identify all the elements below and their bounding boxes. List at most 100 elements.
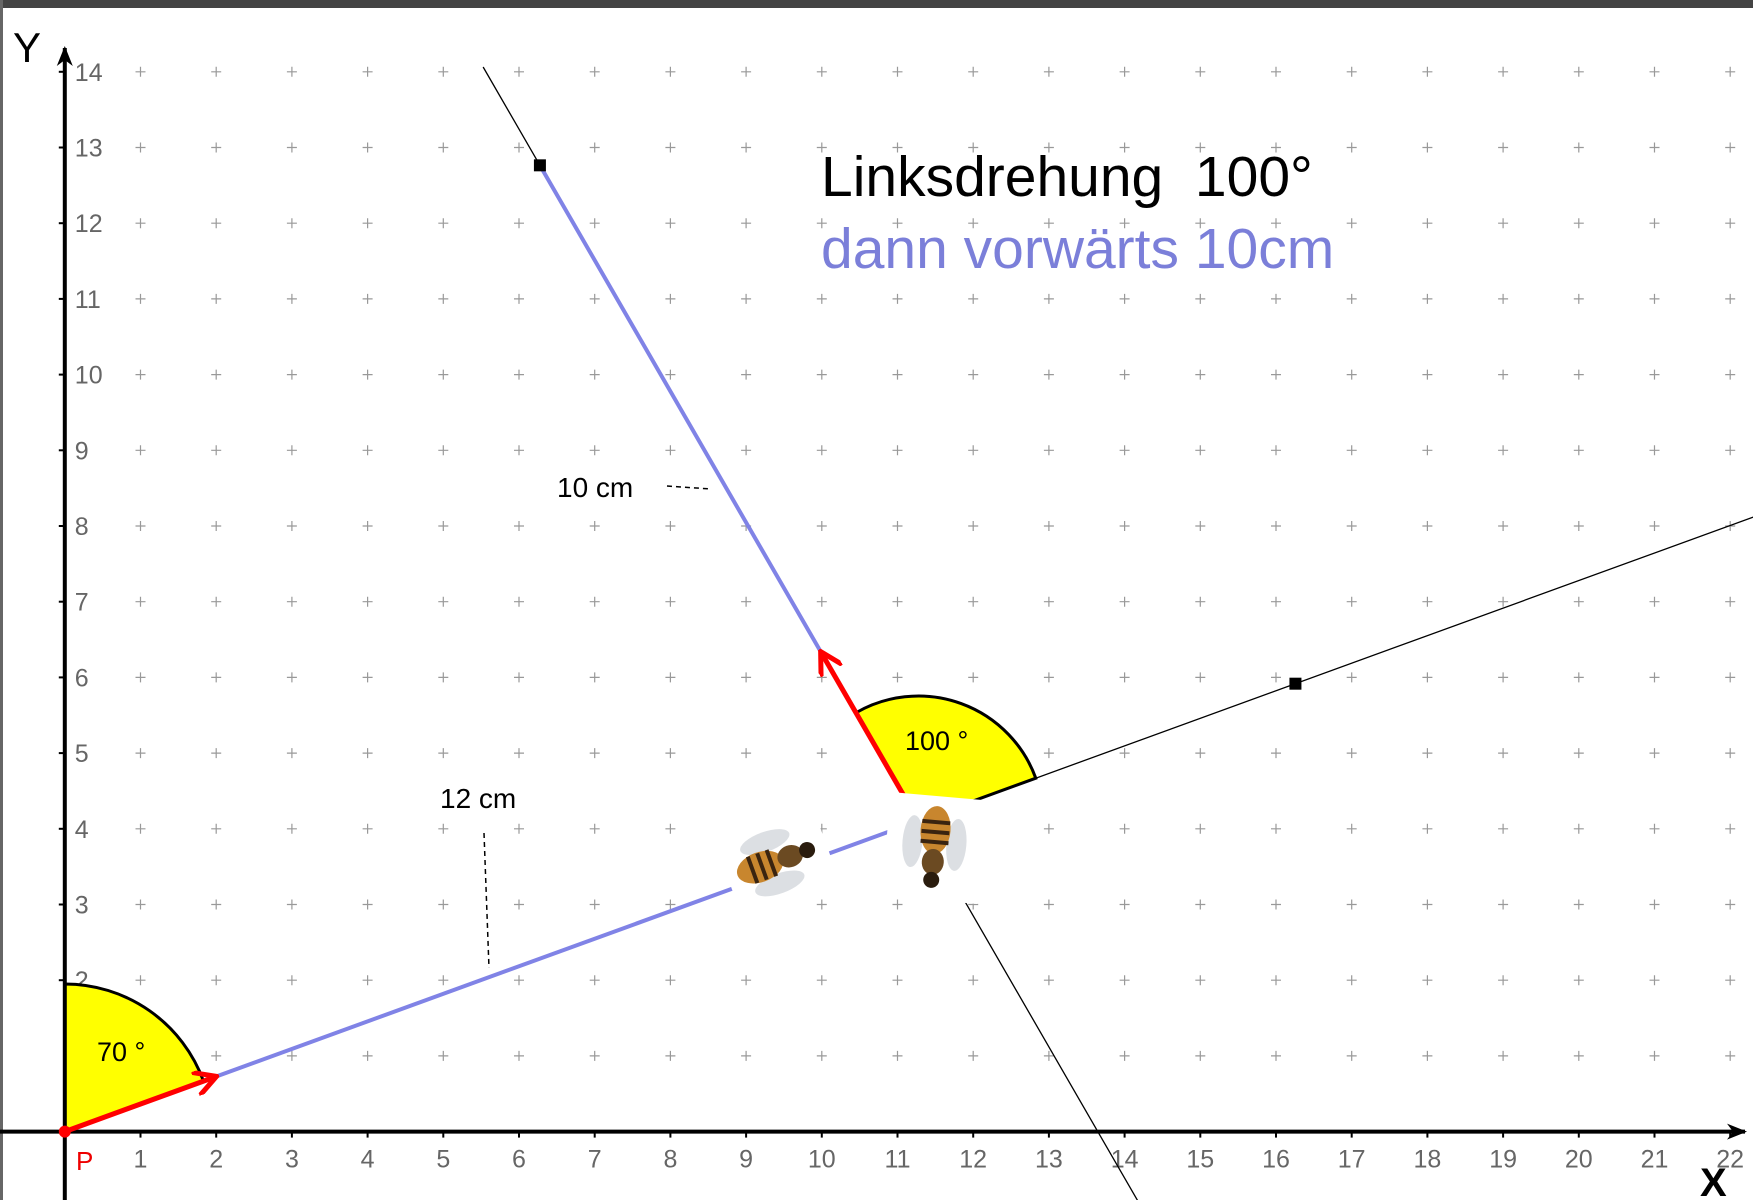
grid-cross	[1346, 823, 1357, 834]
grid-cross	[1498, 66, 1509, 77]
y-tick-label: 8	[75, 513, 89, 541]
grid-cross	[438, 445, 449, 456]
x-tick-label: 9	[739, 1146, 753, 1174]
grid-cross	[816, 899, 827, 910]
leader	[483, 832, 490, 969]
grid-cross	[1725, 748, 1736, 759]
bee-icon	[711, 798, 843, 924]
grid-cross	[1119, 66, 1130, 77]
grid-cross	[589, 596, 600, 607]
grid-cross	[968, 293, 979, 304]
grid-cross	[665, 1050, 676, 1061]
grid-cross	[589, 66, 600, 77]
grid-cross	[589, 1050, 600, 1061]
x-tick-label: 20	[1565, 1146, 1593, 1174]
grid-cross	[1422, 369, 1433, 380]
grid-cross	[211, 975, 222, 986]
grid-cross	[362, 823, 373, 834]
x-tick-label: 10	[808, 1146, 836, 1174]
y-tick-label: 14	[75, 59, 103, 87]
grid-cross	[1043, 218, 1054, 229]
x-tick-label: 6	[512, 1146, 526, 1174]
grid-cross	[211, 1050, 222, 1061]
grid-cross	[1498, 975, 1509, 986]
point-label: P	[76, 1146, 93, 1176]
y-tick-label: 9	[75, 437, 89, 465]
grid-cross	[968, 66, 979, 77]
grid-cross	[589, 521, 600, 531]
grid-cross	[286, 672, 297, 683]
grid-cross	[816, 369, 827, 380]
grid-cross	[286, 293, 297, 304]
grid-cross	[816, 975, 827, 986]
grid-cross	[816, 293, 827, 304]
grid-cross	[211, 521, 222, 531]
grid-cross	[1195, 445, 1206, 456]
grid-cross	[1422, 823, 1433, 834]
grid-cross	[1649, 899, 1660, 910]
y-tick-label: 11	[75, 286, 101, 314]
grid-cross	[1498, 748, 1509, 759]
grid-cross	[362, 142, 373, 153]
grid-cross	[1573, 748, 1584, 759]
grid-cross	[286, 521, 297, 531]
bee-wing	[740, 829, 790, 855]
grid-cross	[816, 748, 827, 759]
grid-cross	[514, 445, 524, 456]
grid-cross	[665, 369, 676, 380]
grid-cross	[968, 445, 979, 456]
grid-cross	[1271, 142, 1281, 153]
bee-stripe	[920, 838, 949, 846]
grid-cross	[589, 672, 600, 683]
grid-cross	[665, 218, 676, 229]
grid-cross	[665, 596, 676, 607]
grid-cross	[362, 521, 373, 531]
grid-cross	[135, 975, 146, 986]
x-tick-label: 3	[285, 1146, 299, 1174]
x-tick-label: 14	[1111, 1146, 1139, 1174]
grid-cross	[286, 899, 297, 910]
y-tick-label: 10	[75, 362, 103, 390]
grid-cross	[1346, 218, 1357, 229]
grid-cross	[1043, 66, 1054, 77]
grid-cross	[741, 369, 752, 380]
grid-cross	[1346, 748, 1357, 759]
x-tick-label: 5	[436, 1146, 450, 1174]
bee-icon	[881, 792, 987, 904]
grid-cross	[514, 293, 524, 304]
ray	[918, 516, 1753, 822]
grid-cross	[1195, 66, 1206, 77]
grid-cross	[1498, 521, 1509, 531]
grid-cross	[1725, 899, 1736, 910]
grid-cross	[1573, 823, 1584, 834]
grid-cross	[1725, 596, 1736, 607]
grid-cross	[438, 293, 449, 304]
length-label: 12 cm	[440, 783, 516, 814]
grid-cross	[1573, 975, 1584, 986]
grid-cross	[1573, 899, 1584, 910]
grid-cross	[135, 748, 146, 759]
grid-cross	[1573, 142, 1584, 153]
grid-cross	[1043, 1050, 1054, 1061]
grid-cross	[362, 596, 373, 607]
grid-cross	[589, 369, 600, 380]
grid-cross	[1573, 596, 1584, 607]
grid-cross	[589, 823, 600, 834]
x-tick-label: 22	[1716, 1146, 1744, 1174]
grid-cross	[514, 748, 524, 759]
grid-cross	[211, 748, 222, 759]
angle-label: 70 °	[97, 1037, 145, 1067]
grid-cross	[1498, 1050, 1509, 1061]
bee-wing	[946, 819, 967, 871]
grid-cross	[1649, 748, 1660, 759]
grid-cross	[1195, 899, 1206, 910]
grid-cross	[1119, 445, 1130, 456]
grid-cross	[665, 748, 676, 759]
grid-cross	[1271, 445, 1281, 456]
grid-cross	[1498, 445, 1509, 456]
x-tick-label: 16	[1262, 1146, 1290, 1174]
grid-cross	[1649, 293, 1660, 304]
grid: 1 2 3 4 5 6 7 8 9 10 11 12 13 14 15 16 17 18 19 20 21 2223456…	[58, 59, 1744, 1174]
grid-cross	[1725, 445, 1736, 456]
grid-cross	[362, 748, 373, 759]
